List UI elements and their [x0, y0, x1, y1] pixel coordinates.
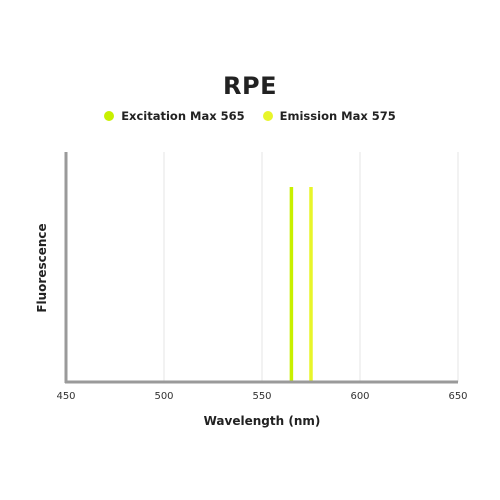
x-tick-label-450: 450 — [56, 391, 75, 402]
legend: Excitation Max 565 Emission Max 575 — [0, 109, 500, 123]
legend-swatch-excitation — [104, 111, 115, 121]
x-tick-label-550: 550 — [252, 391, 271, 402]
legend-label-excitation: Excitation Max 565 — [121, 109, 245, 123]
legend-item-excitation: Excitation Max 565 — [104, 109, 245, 123]
x-tick-label-500: 500 — [154, 391, 173, 402]
legend-item-emission: Emission Max 575 — [262, 109, 396, 123]
legend-label-emission: Emission Max 575 — [279, 109, 396, 123]
x-tick-label-650: 650 — [448, 391, 467, 402]
y-axis-label: Fluorescence — [35, 223, 49, 313]
x-tick-label-600: 600 — [350, 391, 369, 402]
x-axis-label: Wavelength (nm) — [203, 414, 321, 428]
chart-title: RPE — [223, 72, 277, 100]
legend-swatch-emission — [262, 111, 273, 121]
